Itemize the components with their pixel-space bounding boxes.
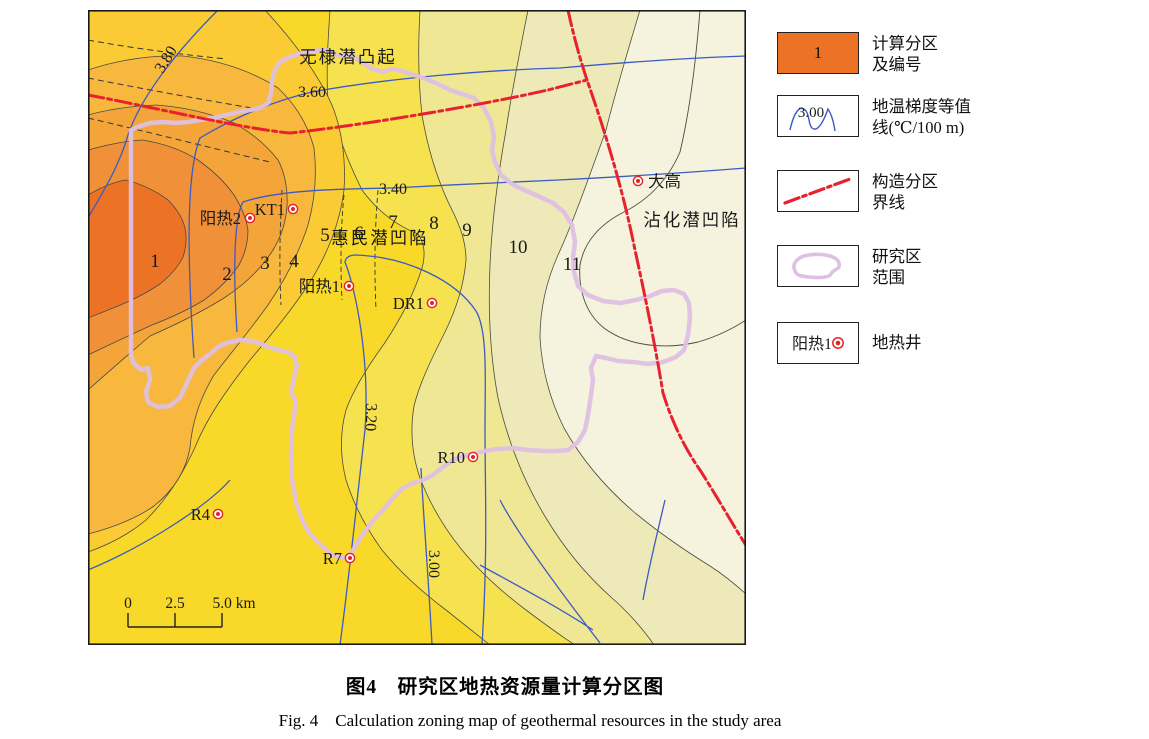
well-marker: R7 [323,549,356,568]
zone-label: 3 [260,253,270,274]
zone-boundary [579,9,747,347]
legend-contour-value: 3.00 [798,105,824,121]
gradient-contour-3.00 [420,467,433,646]
zone-label: 1 [150,251,160,272]
well-label: 大高 [648,172,681,191]
well-label: R7 [323,549,342,568]
region-label-wudi: 无棣潜凸起 [299,47,397,67]
zone-label: 2 [222,264,232,285]
well-label: 阳热1 [299,277,340,296]
well-label: R10 [437,448,465,467]
figure-caption-zh: 图4 研究区地热资源量计算分区图 [345,677,665,698]
well-swatch: 阳热1 [777,322,859,364]
well-label: R4 [191,505,210,524]
legend-label-line: 界线 [872,193,905,212]
legend-label-line: 计算分区 [872,34,938,53]
gradient-contour-line [642,499,666,601]
well-marker: DR1 [393,294,438,313]
zoning-map: 3.80 3.60 3.40 3.20 3.00 无棣潜凸起 惠民潜凹陷 沾化潜… [86,8,749,646]
legend-label-line: 研究区 [872,247,922,266]
zone-boundary-dashed [87,39,227,60]
well-dot-icon [835,340,841,346]
zone-label: 5 [320,225,330,246]
well-marker: KT1 [255,200,299,219]
fault-line-west [86,78,589,135]
study-area-boundary [128,47,693,561]
gradient-contour-line [87,479,231,571]
region-label-zhanhua: 沾化潜凹陷 [643,210,741,230]
zoning-map-svg: 3.80 3.60 3.40 3.20 3.00 无棣潜凸起 惠民潜凹陷 沾化潜… [86,8,749,646]
well-label: DR1 [393,294,424,313]
figure-caption-en: Fig. 4 Calculation zoning map of geother… [278,711,782,730]
gradient-contour-line [479,564,594,631]
zone-separator-dashed [374,189,379,311]
well-marker: R4 [191,505,224,524]
contour-label-3.60: 3.60 [298,84,326,101]
zone-label: 7 [388,212,398,233]
zone-label: 8 [429,213,439,234]
well-dot-icon [348,556,352,560]
fault-line-sample-icon [783,177,852,205]
zone-separator-dashed [279,189,283,306]
scale-tick-label: 5.0 km [212,595,255,612]
well-dot-icon [291,207,295,211]
fault-line-swatch [777,170,859,212]
scale-bar [127,613,223,628]
contour-label-3.40: 3.40 [379,181,407,198]
zone-boundary-dashed [87,77,259,110]
contour-label-3.20: 3.20 [362,403,380,432]
zone-separator-dashed [340,194,345,301]
well-dot-icon [347,284,351,288]
well-dot-icon [636,179,640,183]
gradient-contour-3.40 [234,167,747,333]
well-dot-icon [430,301,434,305]
legend-label-line: 范围 [872,268,905,287]
well-marker: 大高 [632,172,681,191]
region-label-huimin: 惠民潜凹陷 [331,228,429,248]
legend-label-line: 线(℃/100 m) [872,118,965,137]
zone-label: 9 [462,220,472,241]
well-dot-icon [216,512,220,516]
legend-label-line: 及编号 [872,55,922,74]
well-sample-icon: 阳热1 [792,335,844,353]
legend-label-line: 构造分区 [872,172,938,191]
well-marker: 阳热1 [299,277,355,296]
fault-line-north-south [566,8,749,549]
wells-layer: 阳热2 KT1 阳热1 DR1 大高 [191,172,681,568]
legend-well-name: 阳热1 [792,335,832,353]
gradient-contour-3.20 [339,254,487,646]
scale-tick-label: 0 [124,595,132,612]
zone-label: 10 [509,237,528,258]
well-dot-icon [471,455,475,459]
contour-line-sample-icon: 3.00 [789,105,836,132]
study-area-sample-icon [792,252,842,280]
gradient-contour-swatch: 3.00 [777,95,859,137]
contour-label-3.00: 3.00 [425,550,442,578]
map-border [88,10,747,646]
zone-boundary-dashed [87,117,271,163]
legend-label-line: 地温梯度等值 [872,97,971,116]
study-area-swatch [777,245,859,287]
well-marker: 阳热2 [200,209,256,228]
well-dot-icon [248,216,252,220]
zone-label: 6 [354,223,364,244]
legend-label-line: 地热井 [872,333,922,352]
well-label: KT1 [255,200,285,219]
scale-tick-label: 2.5 [165,595,185,612]
well-label: 阳热2 [200,209,241,228]
zone-label: 11 [563,254,581,275]
zone-label: 4 [289,251,299,272]
zone-swatch: 1 [777,32,859,74]
gradient-contour-3.60 [188,55,747,359]
well-marker: R10 [437,448,479,467]
